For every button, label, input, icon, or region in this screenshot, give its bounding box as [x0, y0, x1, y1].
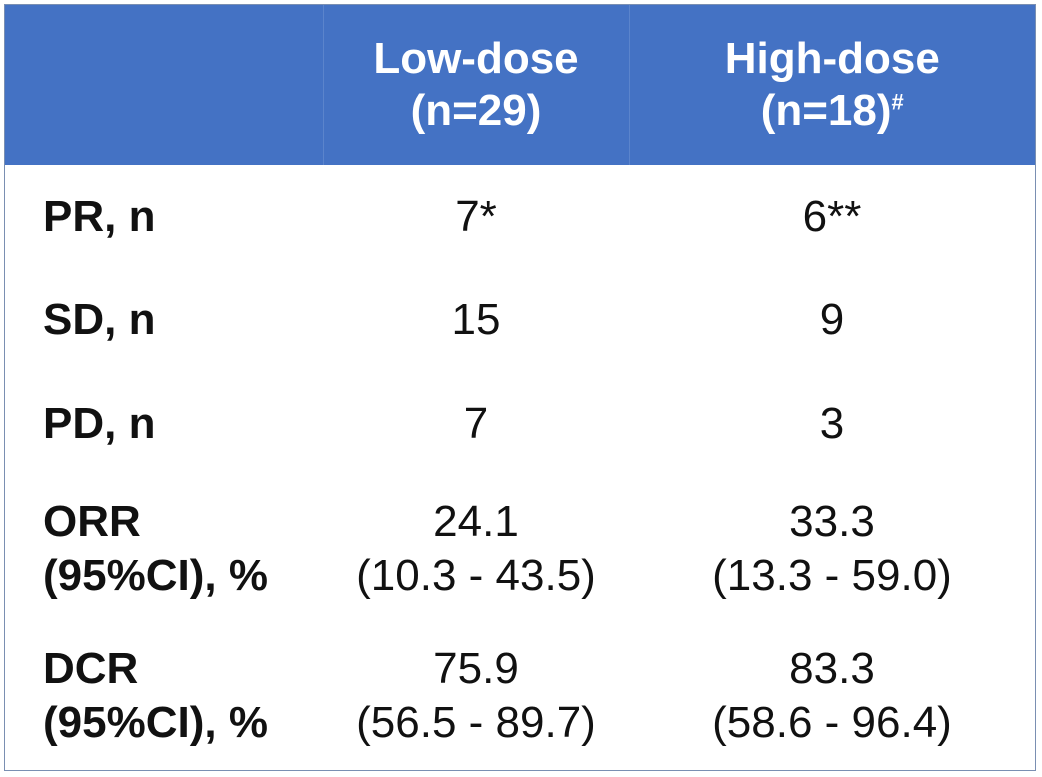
- cell-pr-high-value: 6**: [802, 191, 862, 241]
- cell-orr-high-ci: (13.3 - 59.0): [712, 551, 952, 601]
- header-cell-high-dose: High-dose (n=18)#: [628, 5, 1036, 165]
- cell-pd-high-value: 3: [819, 399, 845, 449]
- table-row-pr: PR, n 7* 6**: [5, 165, 1035, 269]
- cell-orr-low-value: 24.1: [433, 497, 519, 547]
- header-cell-empty: [5, 5, 323, 165]
- cell-dcr-high-ci: (58.6 - 96.4): [712, 698, 952, 748]
- cell-orr-high: 33.3 (13.3 - 59.0): [629, 476, 1035, 623]
- cell-orr-high-value: 33.3: [789, 497, 875, 547]
- header-high-dose-footnote: #: [891, 89, 904, 115]
- row-label-dcr-line1: DCR: [43, 644, 139, 694]
- cell-pd-low: 7: [323, 372, 629, 476]
- header-low-dose-line2-wrap: (n=29): [324, 85, 629, 137]
- cell-orr-low-ci: (10.3 - 43.5): [356, 551, 596, 601]
- header-high-dose-line2: (n=18): [760, 86, 892, 135]
- header-low-dose-line1: Low-dose: [373, 34, 579, 83]
- row-label-sd-text: SD, n: [43, 295, 156, 345]
- cell-sd-low: 15: [323, 269, 629, 373]
- cell-pd-low-value: 7: [463, 399, 489, 449]
- header-high-dose-line2-wrap: (n=18)#: [630, 85, 1036, 137]
- row-label-orr-line2: (95%CI), %: [43, 551, 268, 601]
- row-label-dcr-line2: (95%CI), %: [43, 698, 268, 748]
- cell-orr-low: 24.1 (10.3 - 43.5): [323, 476, 629, 623]
- results-table: Low-dose (n=29) High-dose (n=18)# PR, n …: [5, 5, 1035, 770]
- cell-pd-high: 3: [629, 372, 1035, 476]
- header-low-dose-line2: (n=29): [410, 86, 542, 135]
- cell-dcr-low-ci: (56.5 - 89.7): [356, 698, 596, 748]
- cell-sd-low-value: 15: [451, 295, 501, 345]
- table-row-dcr: DCR (95%CI), % 75.9 (56.5 - 89.7) 83.3 (…: [5, 623, 1035, 770]
- cell-dcr-low-value: 75.9: [433, 644, 519, 694]
- table-row-sd: SD, n 15 9: [5, 269, 1035, 373]
- cell-dcr-high: 83.3 (58.6 - 96.4): [629, 623, 1035, 770]
- cell-dcr-low: 75.9 (56.5 - 89.7): [323, 623, 629, 770]
- cell-pr-high: 6**: [629, 165, 1035, 269]
- header-cell-low-dose: Low-dose (n=29): [322, 5, 629, 165]
- cell-sd-high-value: 9: [819, 295, 845, 345]
- row-label-pr-text: PR, n: [43, 191, 156, 241]
- table-row-pd: PD, n 7 3: [5, 372, 1035, 476]
- results-table-container: Low-dose (n=29) High-dose (n=18)# PR, n …: [4, 4, 1036, 771]
- cell-pr-low-value: 7*: [455, 191, 497, 241]
- header-row: Low-dose (n=29) High-dose (n=18)#: [5, 5, 1035, 165]
- header-high-dose-line1: High-dose: [724, 34, 940, 83]
- row-label-sd: SD, n: [5, 269, 323, 373]
- row-label-pd: PD, n: [5, 372, 323, 476]
- table-row-orr: ORR (95%CI), % 24.1 (10.3 - 43.5) 33.3 (…: [5, 476, 1035, 623]
- cell-sd-high: 9: [629, 269, 1035, 373]
- row-label-dcr: DCR (95%CI), %: [5, 623, 323, 770]
- row-label-orr-line1: ORR: [43, 497, 141, 547]
- cell-pr-low: 7*: [323, 165, 629, 269]
- cell-dcr-high-value: 83.3: [789, 644, 875, 694]
- row-label-orr: ORR (95%CI), %: [5, 476, 323, 623]
- row-label-pr: PR, n: [5, 165, 323, 269]
- row-label-pd-text: PD, n: [43, 399, 156, 449]
